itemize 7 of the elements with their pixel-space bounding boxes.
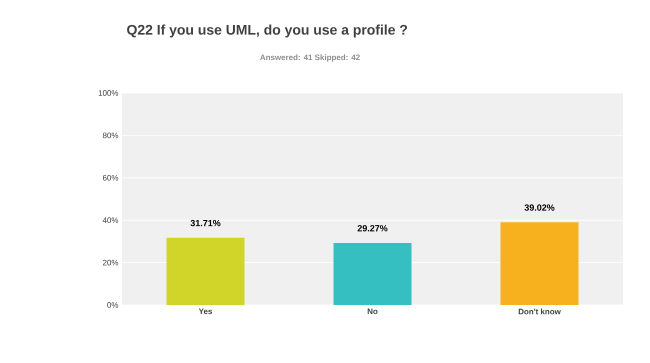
data-label: 31.71% xyxy=(190,220,220,226)
data-label: 39.02% xyxy=(524,204,554,211)
data-label: 29.27% xyxy=(358,225,388,232)
bar xyxy=(334,242,412,305)
bar xyxy=(500,222,579,305)
chart-title: Q22 If you use UML, do you use a profile ? xyxy=(127,24,408,38)
bar xyxy=(166,238,245,305)
